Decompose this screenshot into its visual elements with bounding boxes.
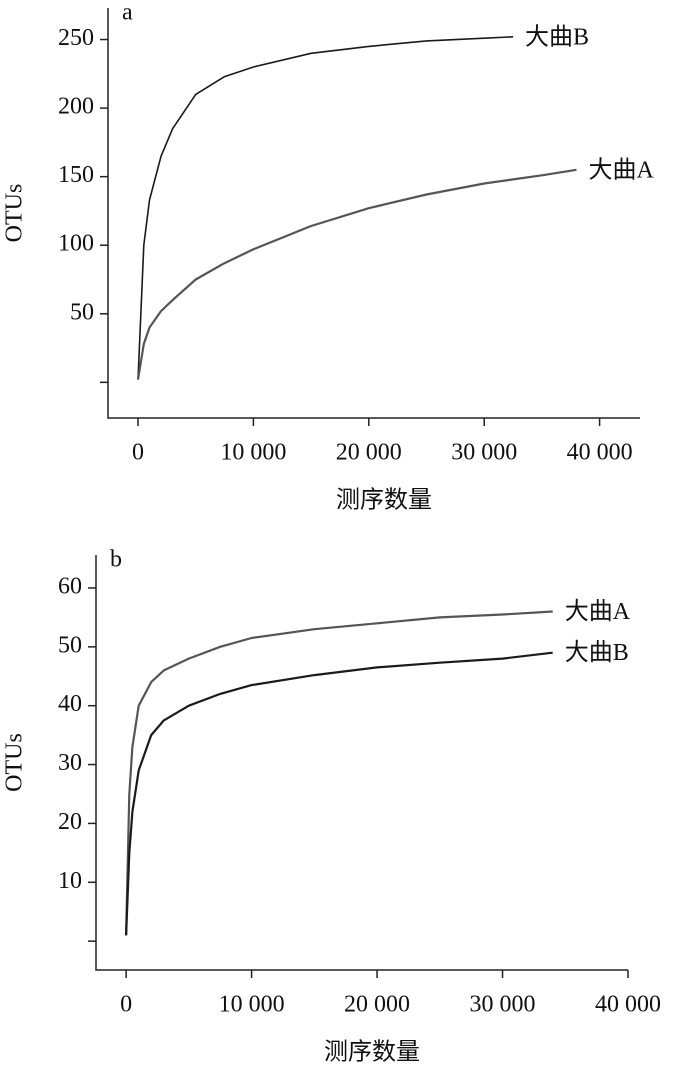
x-tick-label: 40 000: [567, 440, 633, 466]
y-axis-label: OTUs: [2, 184, 28, 243]
y-tick-label: 200: [58, 94, 94, 120]
series-label: 大曲B: [525, 23, 589, 50]
y-tick-label: 150: [58, 162, 94, 188]
x-tick-label: 10 000: [220, 440, 286, 466]
x-axis-label: 测序数量: [324, 1039, 420, 1066]
y-tick-label: 250: [58, 25, 94, 51]
x-tick-label: 0: [120, 992, 132, 1018]
y-tick-label: 20: [58, 809, 82, 835]
x-tick-label: 30 000: [451, 440, 517, 466]
series-line: [125, 651, 553, 936]
series-label: 大曲A: [589, 156, 655, 183]
y-tick-label: 40: [58, 691, 82, 717]
x-tick-label: 20 000: [336, 440, 402, 466]
y-tick-label: 50: [70, 299, 94, 325]
axis-line: [107, 8, 640, 419]
series-line: [137, 36, 514, 380]
panel-label: b: [110, 547, 122, 573]
panel-label: a: [122, 0, 133, 26]
y-tick-label: 50: [58, 632, 82, 658]
series-label: 大曲A: [565, 598, 631, 625]
y-tick-label: 30: [58, 750, 82, 776]
axis-line: [95, 555, 628, 971]
x-tick-label: 30 000: [470, 992, 536, 1018]
x-tick-label: 0: [132, 440, 144, 466]
series-label: 大曲B: [565, 639, 629, 666]
series-line: [125, 610, 553, 936]
series-line: [136, 168, 577, 380]
y-tick-label: 100: [58, 231, 94, 257]
x-tick-label: 40 000: [595, 992, 661, 1018]
y-tick-label: 60: [58, 573, 82, 599]
x-tick-label: 20 000: [344, 992, 410, 1018]
y-tick-label: 10: [58, 868, 82, 894]
x-tick-label: 10 000: [219, 992, 285, 1018]
y-axis-label: OTUs: [2, 733, 28, 792]
x-axis-label: 测序数量: [336, 487, 432, 514]
